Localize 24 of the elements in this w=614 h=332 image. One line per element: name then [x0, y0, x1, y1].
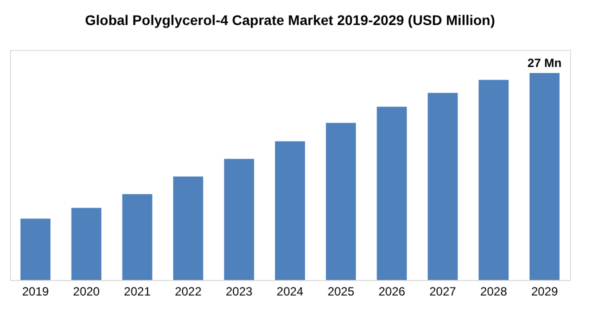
bar — [326, 122, 356, 280]
x-tick-label: 2028 — [480, 284, 508, 298]
bar — [530, 73, 560, 280]
x-tick-label: 2021 — [124, 284, 151, 298]
x-tick-label: 2026 — [378, 284, 406, 298]
x-tick-label: 2019 — [22, 284, 50, 298]
x-tick-label: 2025 — [328, 284, 355, 298]
x-tick-label: 2027 — [429, 284, 456, 298]
x-tick-label: 2029 — [531, 284, 558, 298]
chart-title: Global Polyglycerol-4 Caprate Market 2019-2029 (USD Million) — [84, 12, 496, 28]
bar — [478, 80, 509, 280]
data-label: 27 Mn — [528, 56, 562, 70]
bar — [122, 194, 152, 280]
x-tick-label: 2024 — [276, 284, 304, 298]
bar — [275, 141, 305, 280]
bar — [71, 208, 102, 280]
bar — [376, 106, 407, 280]
x-tick-label: 2022 — [174, 284, 202, 298]
x-tick-label: 2023 — [226, 284, 253, 298]
x-tick-label: 2020 — [73, 284, 100, 298]
bar — [173, 176, 204, 280]
bar — [428, 92, 458, 280]
bar — [224, 158, 254, 280]
bar — [20, 218, 50, 280]
